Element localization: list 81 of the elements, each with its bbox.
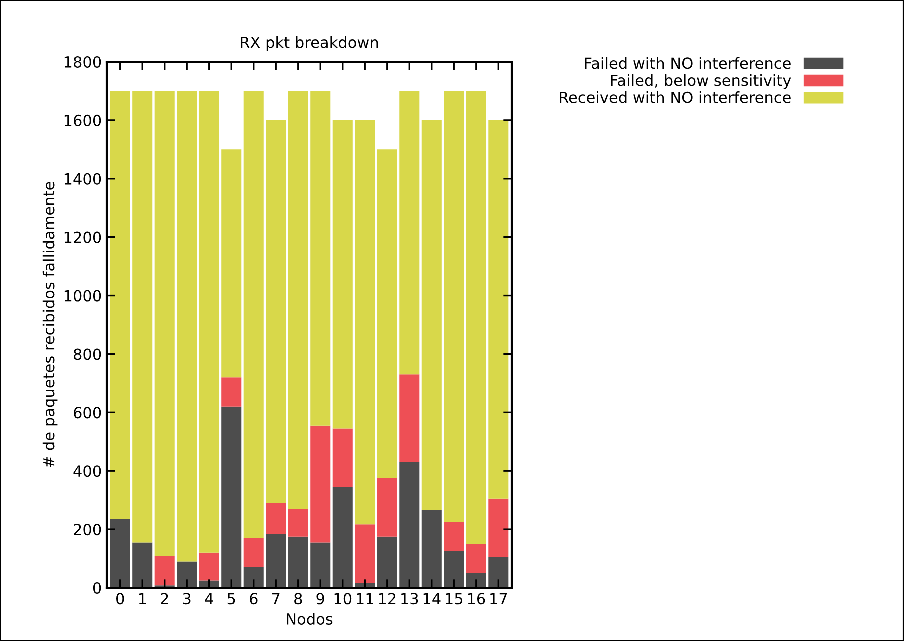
- bar: [222, 406, 242, 588]
- y-tick-label: 600: [74, 407, 102, 419]
- bar: [377, 150, 398, 478]
- x-tick-label: 6: [250, 593, 258, 605]
- legend-label: Failed, below sensitivity: [611, 74, 792, 90]
- chart-title: RX pkt breakdown: [241, 36, 378, 52]
- bar: [444, 522, 464, 552]
- y-axis-title: # de paquetes recibidos fallidamente: [42, 182, 58, 468]
- legend-label: Received with NO interference: [560, 92, 791, 104]
- bar: [332, 487, 353, 588]
- bar: [266, 120, 286, 504]
- bar: [400, 462, 420, 588]
- bar: [154, 556, 175, 586]
- x-tick-label: 17: [490, 593, 508, 604]
- bar: [244, 91, 264, 538]
- y-tick-label: 400: [74, 466, 102, 478]
- x-axis-title: Nodos: [287, 613, 333, 626]
- bar: [466, 544, 486, 574]
- bar: [488, 120, 509, 499]
- bar: [310, 426, 331, 543]
- x-tick-label: 16: [468, 593, 486, 605]
- x-tick-label: 10: [334, 593, 352, 605]
- x-tick-label: 12: [379, 593, 396, 604]
- bar: [310, 91, 331, 426]
- y-tick-label: 200: [74, 524, 102, 536]
- bar: [177, 562, 198, 588]
- bar: [488, 498, 509, 558]
- bar: [355, 524, 376, 584]
- bar: [222, 150, 242, 378]
- bar: [422, 120, 442, 511]
- bar: [377, 478, 398, 537]
- bar: [222, 378, 242, 407]
- x-tick-label: 3: [183, 593, 191, 605]
- y-tick-label: 800: [74, 348, 102, 360]
- bar: [199, 91, 220, 553]
- bar: [288, 91, 308, 510]
- bar: [310, 542, 331, 588]
- bar: [355, 120, 376, 525]
- y-tick-label: 1800: [64, 56, 102, 68]
- bar: [110, 91, 130, 520]
- y-tick-label: 1600: [64, 114, 102, 126]
- bar: [400, 374, 420, 462]
- y-tick-label: 0: [93, 582, 102, 594]
- bar: [288, 509, 308, 537]
- bar: [488, 557, 509, 588]
- bar: [154, 91, 175, 556]
- x-tick-label: 14: [424, 593, 441, 604]
- bar: [288, 536, 308, 588]
- bar: [244, 568, 264, 588]
- bar: [466, 91, 486, 544]
- bar: [244, 538, 264, 568]
- x-tick-label: 15: [446, 593, 463, 605]
- x-tick-label: 1: [139, 593, 146, 604]
- bar: [466, 573, 486, 588]
- bar: [400, 91, 420, 375]
- x-tick-label: 5: [228, 593, 236, 605]
- x-tick-label: 2: [161, 593, 168, 604]
- x-tick-label: 9: [316, 593, 324, 605]
- bar: [110, 519, 130, 588]
- x-tick-label: 0: [116, 593, 124, 605]
- bar: [132, 542, 153, 588]
- y-tick-label: 1400: [64, 173, 102, 185]
- x-tick-label: 7: [272, 593, 280, 604]
- y-tick-label: 1000: [64, 290, 102, 302]
- bar: [266, 534, 286, 588]
- y-tick-label: 1200: [64, 232, 102, 244]
- x-tick-label: 13: [402, 593, 418, 605]
- bar: [444, 91, 464, 522]
- x-tick-label: 11: [357, 593, 374, 604]
- bar: [332, 428, 353, 488]
- bar: [377, 536, 398, 588]
- x-tick-label: 4: [205, 593, 214, 604]
- bar: [266, 503, 286, 534]
- bar: [444, 551, 464, 588]
- bar: [132, 91, 153, 543]
- x-tick-label: 8: [294, 593, 302, 605]
- bar: [332, 120, 353, 429]
- legend-label: Failed with NO interference: [585, 57, 791, 70]
- bar: [199, 552, 220, 581]
- bar: [422, 510, 442, 588]
- bar: [177, 91, 198, 562]
